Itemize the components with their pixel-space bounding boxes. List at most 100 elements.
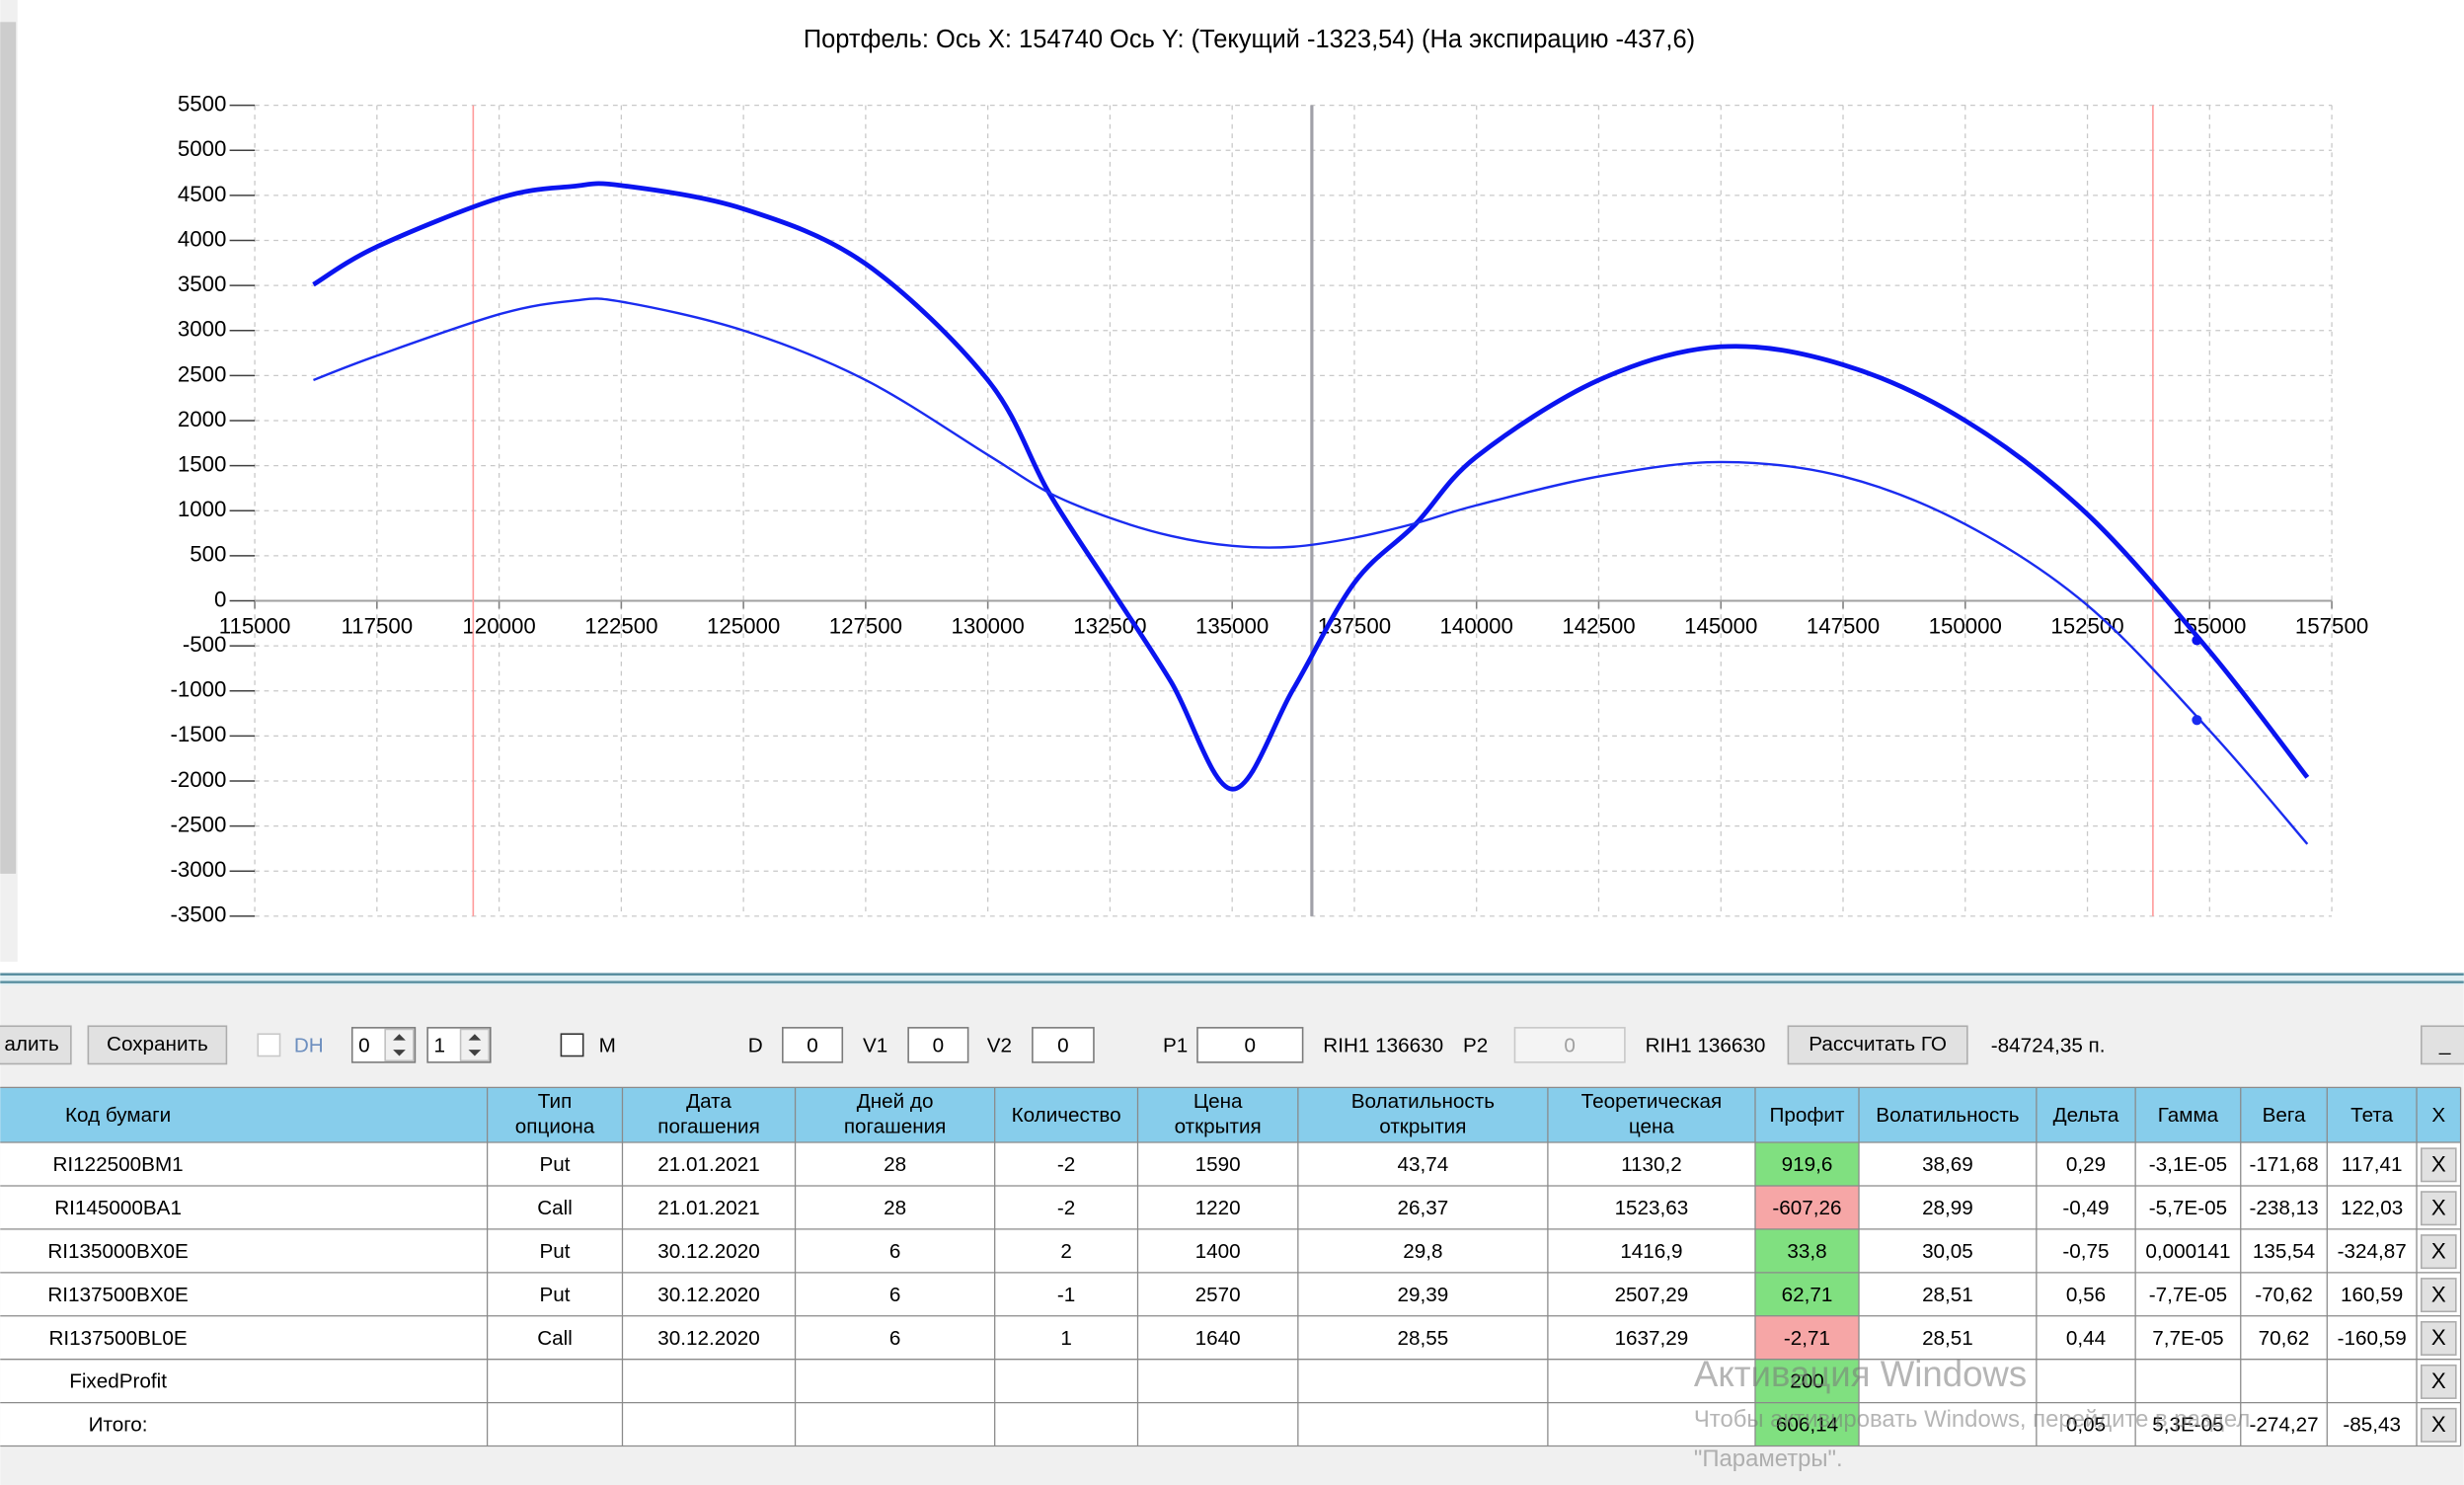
button[interactable] (87, 1025, 228, 1065)
y-tick-label: -1000 (170, 677, 226, 702)
series-line (313, 297, 2309, 845)
text-input[interactable] (1513, 1027, 1626, 1063)
column-header[interactable]: Теоретическая цена (1581, 1091, 1723, 1138)
column-header[interactable]: Дельта (2053, 1104, 2119, 1127)
column-header-line[interactable]: X (2431, 1104, 2445, 1127)
column-header-line[interactable]: опциона (515, 1116, 595, 1138)
column-header[interactable]: Цена открытия (1175, 1091, 1262, 1138)
delete-row-button[interactable] (2420, 1191, 2457, 1226)
cell: -160,59 (2338, 1327, 2407, 1350)
delete-row-label[interactable]: X (2431, 1238, 2446, 1263)
button[interactable] (1787, 1025, 1968, 1065)
column-header[interactable]: Дата погашения (657, 1091, 760, 1138)
column-header-line[interactable]: Вега (2263, 1104, 2306, 1127)
delete-row-button[interactable] (2420, 1147, 2457, 1183)
column-header[interactable]: Дней до погашения (844, 1091, 947, 1138)
button-label[interactable]: Сохранить (107, 1033, 208, 1055)
cursor-marker (2192, 715, 2202, 726)
x-tick-label: 155000 (2173, 613, 2246, 638)
column-header-line[interactable]: Гамма (2158, 1104, 2219, 1127)
column-header[interactable]: Тета (2350, 1104, 2394, 1127)
button-label[interactable]: Рассчитать ГО (1809, 1033, 1947, 1055)
column-header[interactable]: Профит (1770, 1104, 1845, 1127)
cell: 1523,63 (1615, 1197, 1689, 1219)
column-header-line[interactable]: Цена (1194, 1091, 1243, 1114)
column-header[interactable]: Волатильность открытия (1351, 1091, 1495, 1138)
cell: 6 (889, 1240, 900, 1263)
column-header-line[interactable]: погашения (657, 1116, 760, 1138)
checkbox[interactable] (257, 1033, 281, 1057)
cell: -2 (1057, 1153, 1075, 1176)
scroll-thumb[interactable] (0, 22, 17, 874)
cell: 2507,29 (1615, 1284, 1689, 1306)
column-header[interactable]: X (2431, 1104, 2445, 1127)
input-value[interactable]: 0 (807, 1034, 817, 1056)
delete-row-button[interactable] (2420, 1234, 2457, 1270)
column-header[interactable]: Волатильность (1876, 1104, 2019, 1127)
text-input[interactable] (1196, 1027, 1304, 1063)
column-header-line[interactable]: Количество (1012, 1104, 1121, 1127)
cell: FixedProfit (69, 1370, 167, 1393)
column-header-line[interactable]: цена (1629, 1116, 1675, 1138)
profit-cell-bg (1754, 1315, 1860, 1360)
column-header[interactable]: Тип опциона (515, 1091, 595, 1138)
button[interactable] (0, 1025, 72, 1065)
delete-row-label[interactable]: X (2431, 1412, 2446, 1437)
button-label[interactable]: алить (4, 1033, 58, 1055)
column-header-line[interactable]: Волатильность (1876, 1104, 2019, 1127)
button[interactable] (2420, 1025, 2464, 1065)
table-header-bg (0, 1087, 2461, 1143)
cell: 1637,29 (1615, 1327, 1689, 1350)
delete-row-label[interactable]: X (2431, 1282, 2446, 1306)
cell: 5,3E-05 (2152, 1414, 2223, 1437)
checkbox[interactable] (560, 1033, 584, 1057)
column-header[interactable]: Гамма (2158, 1104, 2219, 1127)
input-value[interactable]: 0 (1564, 1034, 1576, 1056)
delete-row-label[interactable]: X (2431, 1151, 2446, 1176)
column-header[interactable]: Количество (1012, 1104, 1121, 1127)
column-header-line[interactable]: Код бумаги (65, 1104, 171, 1127)
cell: 30.12.2020 (657, 1284, 759, 1306)
spinner-value[interactable]: 1 (434, 1034, 446, 1056)
cell: RI137500BL0E (48, 1327, 187, 1350)
cell: Put (540, 1240, 571, 1263)
delete-row-button[interactable] (2420, 1364, 2457, 1399)
column-header-line[interactable]: Волатильность (1351, 1091, 1495, 1114)
delete-row-label[interactable]: X (2431, 1195, 2446, 1219)
y-tick-label: -3000 (170, 857, 226, 882)
button-label[interactable]: _ (2438, 1033, 2451, 1055)
text-input[interactable] (1032, 1027, 1095, 1063)
delete-row-button[interactable] (2420, 1278, 2457, 1313)
input-value[interactable]: 0 (1245, 1034, 1256, 1056)
delete-row-button[interactable] (2420, 1321, 2457, 1357)
delete-row-button[interactable] (2420, 1407, 2457, 1443)
column-header-line[interactable]: погашения (844, 1116, 947, 1138)
column-header-line[interactable]: Дата (686, 1091, 732, 1114)
input-value[interactable]: 0 (1057, 1034, 1068, 1056)
column-header-line[interactable]: Тета (2350, 1104, 2394, 1127)
column-header-line[interactable]: Теоретическая (1581, 1091, 1723, 1114)
chart-title: Портфель: Ось X: 154740 Ось Y: (Текущий … (804, 26, 1695, 53)
cell: Put (540, 1153, 571, 1176)
text-input[interactable] (907, 1027, 969, 1063)
column-header[interactable]: Вега (2263, 1104, 2306, 1127)
column-header-line[interactable]: открытия (1175, 1116, 1262, 1138)
cell: -238,13 (2249, 1197, 2318, 1219)
cell: 28 (884, 1197, 906, 1219)
column-header-line[interactable]: Дней до (857, 1091, 934, 1114)
input-value[interactable]: 0 (933, 1034, 944, 1056)
delete-row-label[interactable]: X (2431, 1325, 2446, 1350)
column-header-line[interactable]: Профит (1770, 1104, 1845, 1127)
delete-row-label[interactable]: X (2431, 1368, 2446, 1393)
table-bg (0, 1142, 2461, 1446)
spinner-value[interactable]: 0 (358, 1034, 370, 1056)
cell: -607,26 (1772, 1197, 1841, 1219)
text-input[interactable] (782, 1027, 844, 1063)
column-header-line[interactable]: открытия (1379, 1116, 1466, 1138)
column-header-line[interactable]: Дельта (2053, 1104, 2119, 1127)
cell: 26,37 (1398, 1197, 1449, 1219)
spinner-arrows (468, 1034, 482, 1056)
label: V1 (863, 1034, 887, 1056)
column-header-line[interactable]: Тип (538, 1091, 572, 1114)
column-header[interactable]: Код бумаги (65, 1104, 171, 1127)
